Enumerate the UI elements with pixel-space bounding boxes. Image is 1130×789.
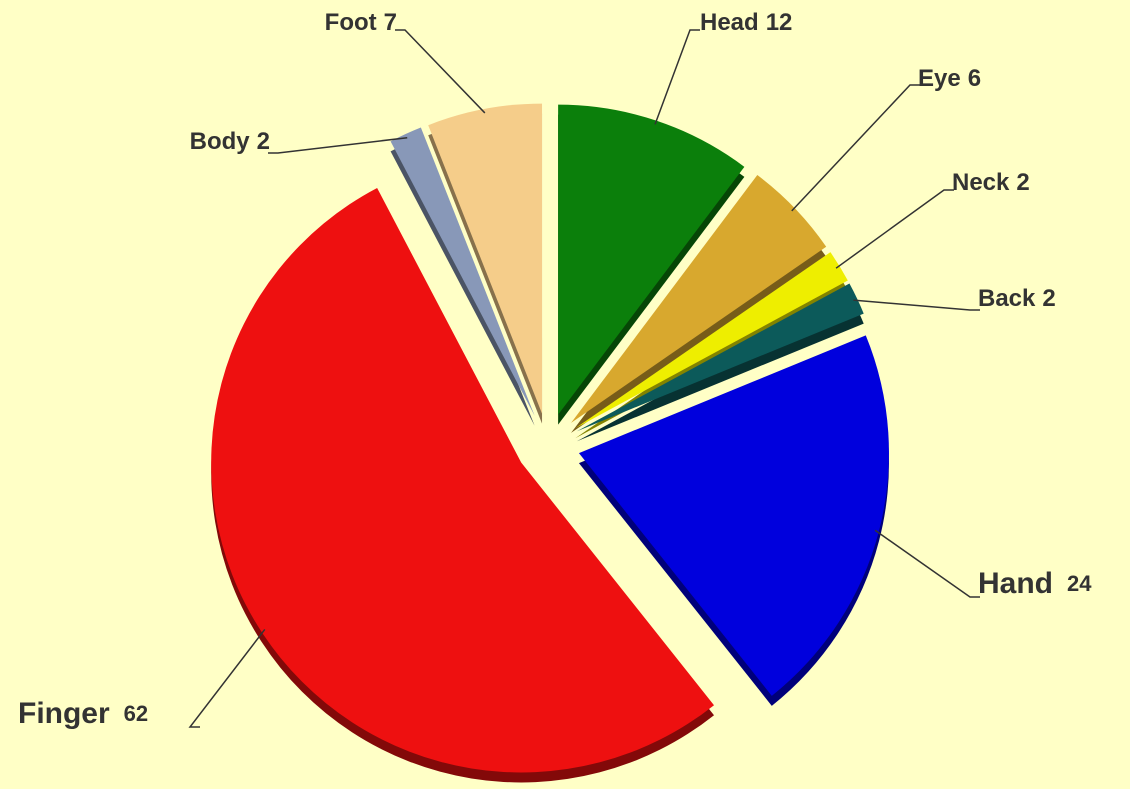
slice: [211, 187, 715, 773]
leader-line: [791, 84, 920, 212]
label-value: 2: [257, 128, 270, 155]
leader-line: [853, 299, 980, 311]
label-name: Head: [700, 9, 759, 36]
slice: [578, 335, 889, 696]
slice-label: Finger 62: [18, 697, 148, 730]
leader-line: [188, 629, 266, 728]
leader-line: [395, 29, 486, 114]
slice-label: Foot 7: [325, 9, 397, 36]
slice: [428, 103, 543, 414]
label-value: 6: [968, 65, 981, 92]
label-name: Hand: [978, 567, 1053, 600]
label-value: 2: [1042, 285, 1055, 312]
slice: [575, 252, 848, 429]
label-value: 12: [766, 9, 793, 36]
slice: [571, 175, 827, 423]
slice-label: Eye 6: [918, 65, 981, 92]
label-value: 24: [1067, 571, 1092, 596]
slice: [576, 283, 864, 432]
label-name: Neck: [952, 169, 1010, 196]
label-value: 7: [384, 9, 397, 36]
slice-label: Neck 2: [952, 169, 1030, 196]
label-name: Finger: [18, 697, 110, 730]
leader-line: [654, 29, 700, 125]
label-value: 62: [124, 701, 148, 726]
slice-label: Head 12: [700, 9, 792, 36]
label-name: Foot: [325, 9, 377, 36]
leader-line: [835, 189, 954, 269]
slice: [558, 104, 745, 415]
label-name: Back: [978, 285, 1036, 312]
slice-label: Back 2: [978, 285, 1056, 312]
slice: [390, 127, 535, 416]
label-name: Body: [190, 128, 251, 155]
slice-label: Hand 24: [978, 567, 1092, 600]
slice-label: Body 2: [190, 128, 270, 155]
leader-line: [874, 529, 980, 598]
label-value: 2: [1016, 169, 1029, 196]
label-name: Eye: [918, 65, 961, 92]
leader-line: [268, 136, 408, 154]
